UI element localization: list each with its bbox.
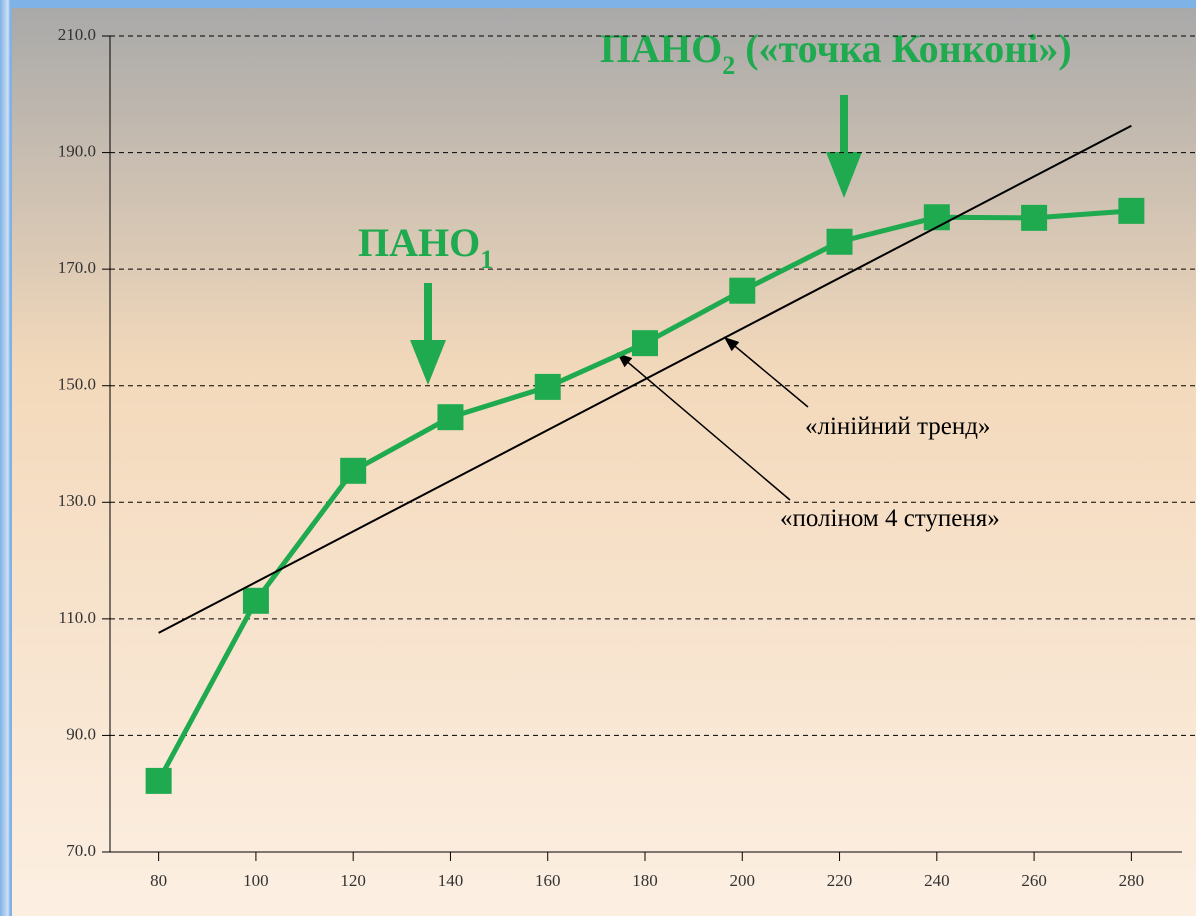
data-point — [437, 404, 464, 431]
x-tick-label: 260 — [1021, 871, 1047, 890]
x-tick-label: 280 — [1119, 871, 1145, 890]
y-tick-label: 130.0 — [58, 491, 96, 510]
poly-label: «поліном 4 ступеня» — [780, 505, 1000, 532]
y-tick-label: 210.0 — [58, 25, 96, 44]
x-tick-label: 160 — [535, 871, 561, 890]
data-point — [632, 330, 658, 357]
annotation-pano1: ПАНО1 — [358, 220, 493, 274]
arrow — [410, 95, 862, 385]
y-tick-label: 150.0 — [58, 375, 96, 394]
data-point — [923, 204, 950, 231]
x-tick-label: 200 — [730, 871, 756, 890]
y-tick-label: 90.0 — [66, 724, 96, 743]
pointer — [616, 352, 791, 501]
x-tick-label: 100 — [243, 871, 269, 890]
data-point — [1118, 197, 1145, 224]
data-point — [340, 457, 367, 484]
plot-panel — [12, 8, 1196, 916]
x-tick-label: 240 — [924, 871, 950, 890]
trend-label: «лінійний тренд» — [805, 413, 990, 440]
data-point — [826, 228, 853, 255]
x-tick-label: 220 — [827, 871, 853, 890]
x-tick-label: 140 — [438, 871, 464, 890]
data-point — [242, 587, 269, 614]
x-tick-label: 180 — [632, 871, 658, 890]
x-tick-label: 120 — [340, 871, 366, 890]
y-tick-label: 110.0 — [58, 608, 96, 627]
y-tick-label: 190.0 — [58, 141, 96, 160]
pointer — [723, 336, 809, 408]
y-tick-label: 170.0 — [58, 258, 96, 277]
trend-line — [158, 124, 1132, 634]
data-point — [729, 277, 756, 304]
y-tick-label: 70.0 — [66, 841, 96, 860]
annotation-pano2: ПАНО2 («точка Конконі») — [600, 26, 1072, 80]
data-point — [145, 767, 172, 794]
data-point — [534, 373, 561, 400]
x-tick-label: 80 — [150, 871, 167, 890]
data-point — [1021, 204, 1048, 231]
